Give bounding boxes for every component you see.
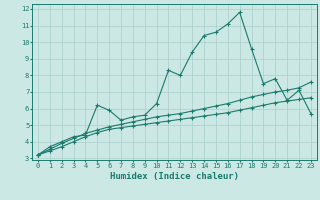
X-axis label: Humidex (Indice chaleur): Humidex (Indice chaleur)	[110, 172, 239, 181]
